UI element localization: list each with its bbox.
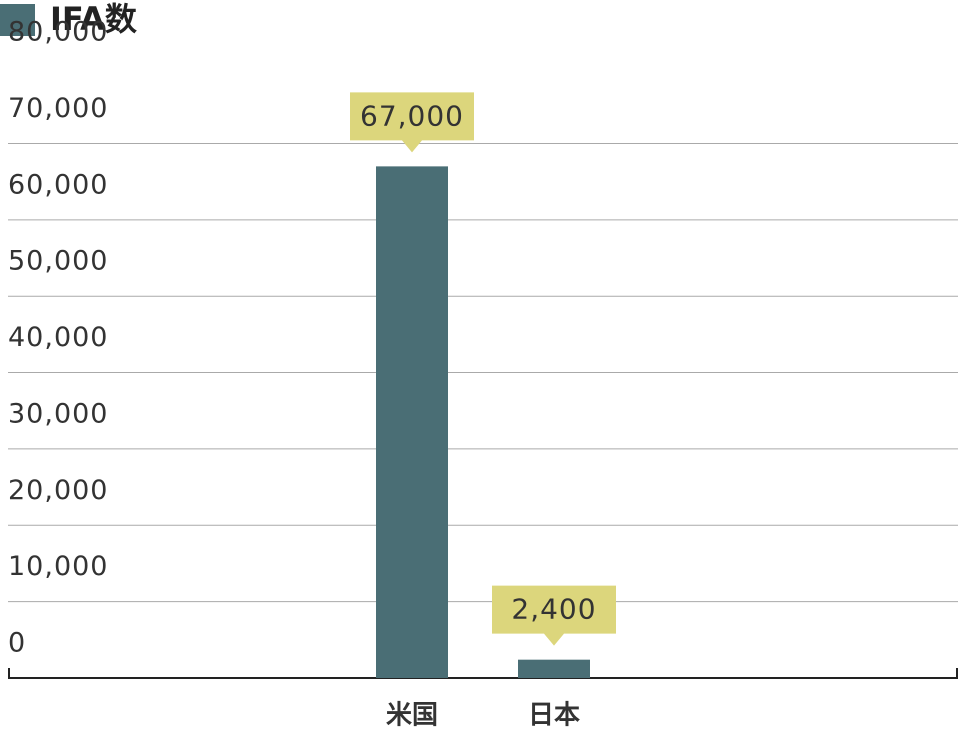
legend-swatch: [0, 4, 35, 36]
y-tick-label: 40,000: [8, 322, 108, 353]
x-tick-label: 日本: [528, 701, 580, 730]
y-tick-label: 50,000: [8, 246, 108, 277]
value-label: 2,400: [511, 593, 596, 626]
bar: [518, 659, 590, 678]
legend-label: IFA数: [50, 0, 138, 38]
y-tick-label: 70,000: [8, 93, 108, 124]
y-tick-label: 10,000: [8, 551, 108, 582]
value-label: 67,000: [360, 99, 464, 132]
value-label-box: [492, 585, 616, 646]
y-tick-label: 30,000: [8, 398, 108, 429]
y-tick-label: 80,000: [8, 17, 108, 48]
bar: [376, 166, 448, 678]
y-tick-label: 20,000: [8, 475, 108, 506]
value-label-box: [350, 92, 474, 153]
y-tick-label: 60,000: [8, 169, 108, 200]
y-tick-label: 0: [8, 628, 26, 659]
x-tick-label: 米国: [386, 701, 438, 730]
